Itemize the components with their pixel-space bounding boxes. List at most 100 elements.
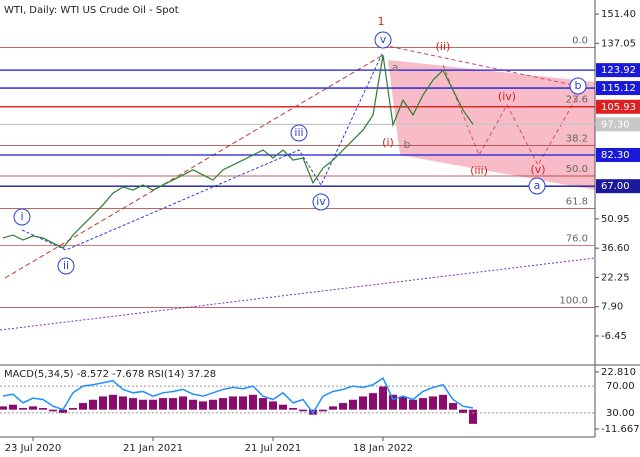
x-tick-label: 18 Jan 2022 (353, 443, 413, 454)
wave-line (382, 44, 579, 87)
macd-bar (19, 408, 27, 410)
y-tick-label: 22.25 (601, 272, 630, 283)
macd-bar (359, 396, 367, 410)
macd-bar (379, 386, 387, 410)
macd-bar (169, 398, 177, 410)
level-badge (596, 63, 640, 78)
macd-bar (9, 404, 17, 410)
macd-bar (139, 399, 147, 410)
macd-bar (219, 398, 227, 410)
fib-label: 100.0 (559, 295, 588, 306)
fib-label: 0.0 (572, 36, 588, 47)
wave-label: ii (63, 259, 69, 272)
macd-bar (259, 398, 267, 410)
macd-bar (229, 396, 237, 410)
level-label: 67.00 (601, 181, 630, 192)
macd-bar (289, 408, 297, 410)
x-tick-label: 23 Jul 2020 (5, 443, 62, 454)
level-badge (596, 147, 640, 162)
macd-bar (409, 399, 417, 410)
macd-bar (349, 399, 357, 410)
macd-bar (449, 403, 457, 410)
fib-label: 76.0 (566, 233, 588, 244)
y-tick-label: -6.45 (601, 331, 627, 342)
y-tick-label: 50.95 (601, 214, 630, 225)
level-badge (596, 81, 640, 96)
macd-bar (459, 409, 467, 413)
macd-bar (299, 409, 307, 412)
y-tick-label: 137.05 (601, 38, 636, 49)
level-label: 105.93 (601, 102, 636, 113)
y-tick-label: -11.667 (601, 424, 640, 435)
macd-bar (209, 399, 217, 410)
macd-bar (49, 409, 57, 412)
wave-label: i (20, 210, 23, 223)
macd-bar (279, 404, 287, 410)
macd-bar (329, 406, 337, 410)
level-label: 123.92 (601, 65, 636, 76)
x-tick-label: 21 Jul 2021 (245, 443, 302, 454)
wave-circle (57, 257, 75, 275)
macd-bar (129, 398, 137, 410)
wave-circle (312, 193, 330, 211)
macd-bar (189, 399, 197, 410)
wave-label: (ii) (436, 40, 451, 53)
level-badge (596, 179, 640, 194)
level-badge (596, 99, 640, 114)
macd-bar (239, 396, 247, 410)
fib-label: 38.2 (566, 133, 588, 144)
wave-circle (13, 208, 31, 226)
level-badge (596, 117, 640, 132)
macd-bar (69, 408, 77, 410)
macd-bar (249, 394, 257, 410)
wave-label: (i) (382, 136, 394, 149)
wave-label: iv (316, 195, 326, 208)
chart-title: WTI, Daily: WTI US Crude Oil - Spot (4, 5, 179, 16)
wave-label: (iv) (498, 90, 516, 103)
wave-line (21, 51, 384, 251)
wave-label: (iii) (470, 164, 488, 177)
macd-bar (199, 401, 207, 410)
macd-bar (89, 399, 97, 410)
rsi-line (2, 376, 474, 415)
fib-label: 50.0 (566, 164, 588, 175)
macd-bar (59, 409, 67, 413)
y-tick-label: 7.90 (601, 302, 623, 313)
macd-bar (389, 394, 397, 410)
macd-bar (99, 396, 107, 410)
wave-label: b (575, 79, 582, 92)
macd-bar (109, 394, 117, 410)
y-tick-label: 36.60 (601, 243, 630, 254)
macd-bar (119, 396, 127, 410)
level-label: 115.12 (601, 83, 636, 94)
wave-label: (v) (530, 163, 545, 176)
macd-bar (79, 403, 87, 410)
wave-label: 1 (378, 15, 385, 28)
macd-bar (269, 401, 277, 410)
macd-bar (439, 394, 447, 410)
fib-label: 23.6 (566, 95, 588, 106)
macd-bar (429, 396, 437, 410)
macd-bar (419, 398, 427, 410)
wave-label: v (380, 33, 387, 46)
macd-bar (339, 403, 347, 410)
macd-bar (399, 396, 407, 410)
wave-label: a (392, 61, 399, 74)
indicator-title: MACD(5,34,5) -8.572 -7.678 RSI(14) 37.28 (4, 369, 216, 380)
macd-bar (369, 393, 377, 410)
macd-bar (159, 398, 167, 410)
wave-label: b (404, 138, 411, 151)
x-tick-label: 21 Jan 2021 (123, 443, 183, 454)
y-tick-label: 151.40 (601, 9, 636, 20)
wave-circle (569, 77, 587, 95)
y2-tick-label: 30.00 (606, 408, 635, 419)
wave-label: a (534, 179, 541, 192)
fib-label: 61.8 (566, 197, 588, 208)
level-label: 97.30 (601, 119, 630, 130)
wave-circle (374, 31, 392, 49)
macd-bar (39, 408, 47, 410)
macd-bar (179, 396, 187, 410)
level-label: 82.30 (601, 150, 630, 161)
